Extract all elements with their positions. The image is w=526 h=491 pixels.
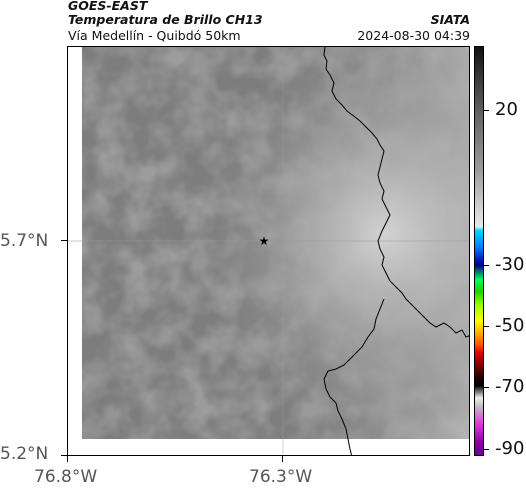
timestamp: 2024-08-30 04:39 — [357, 28, 470, 43]
organization-label: SIATA — [430, 12, 470, 27]
colorbar — [474, 46, 484, 456]
map-canvas: ★ — [68, 47, 469, 455]
y-tick-mark — [61, 240, 67, 242]
colorbar-label: -90 — [495, 438, 525, 459]
region-subtitle: Vía Medellín - Quibdó 50km — [68, 28, 241, 43]
y-tick-label: 5.7°N — [0, 231, 49, 251]
x-tick-mark — [67, 456, 69, 462]
colorbar-label: -70 — [495, 376, 525, 397]
department-border — [323, 47, 469, 338]
colorbar-label: 20 — [495, 99, 518, 120]
x-tick-label: 76.3°W — [249, 467, 313, 487]
brightness-temperature-layer — [82, 47, 469, 439]
colorbar-tick — [484, 387, 489, 389]
satellite-name: GOES-EAST — [68, 0, 148, 13]
colorbar-label: -30 — [495, 254, 525, 275]
colorbar-tick — [484, 326, 489, 328]
x-tick-mark — [282, 456, 284, 462]
product-title: Temperatura de Brillo CH13 — [68, 12, 263, 27]
satellite-map[interactable]: ★ — [67, 46, 470, 456]
colorbar-tick — [484, 449, 489, 451]
department-border-south — [323, 298, 385, 455]
y-tick-mark — [61, 455, 67, 457]
colorbar-tick — [484, 265, 489, 267]
colorbar-tick — [484, 110, 489, 112]
y-tick-label: 5.2°N — [0, 444, 49, 464]
star-icon[interactable]: ★ — [259, 234, 270, 248]
x-tick-label: 76.8°W — [34, 467, 98, 487]
colorbar-label: -50 — [495, 315, 525, 336]
